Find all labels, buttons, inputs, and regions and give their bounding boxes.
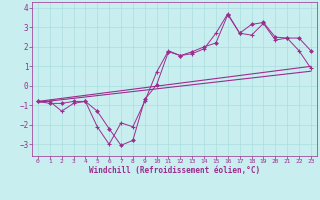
X-axis label: Windchill (Refroidissement éolien,°C): Windchill (Refroidissement éolien,°C) xyxy=(89,166,260,175)
